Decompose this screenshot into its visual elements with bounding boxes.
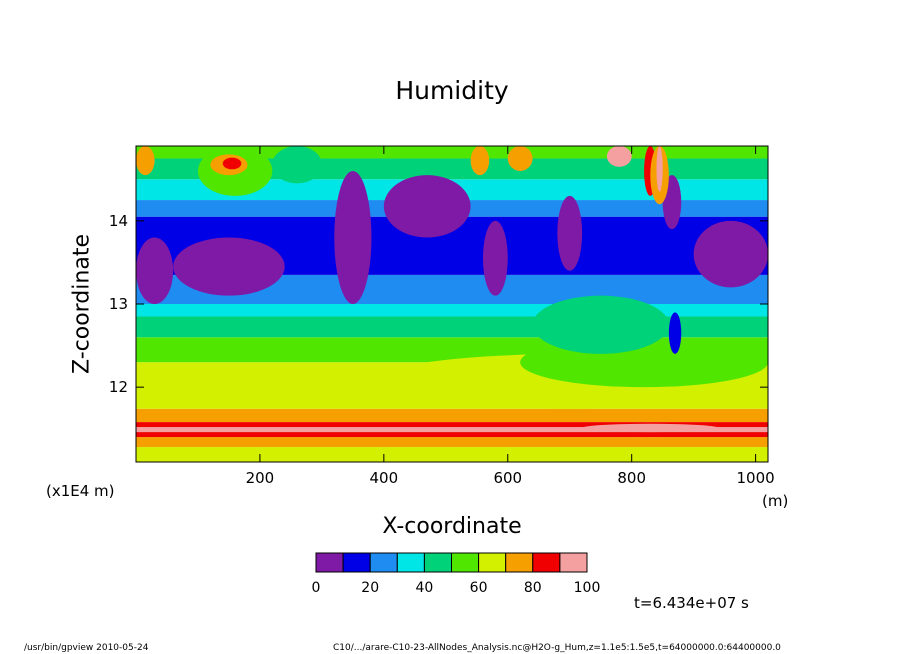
colorbar-tick-label: 60 [470, 580, 488, 596]
y-axis-ticks: 12 13 14 [109, 212, 768, 396]
humidity-region [606, 146, 632, 167]
x-axis-unit: (m) [762, 492, 789, 510]
humidity-band [136, 437, 768, 448]
humidity-region [668, 312, 682, 354]
x-tick-label: 400 [370, 469, 399, 487]
colorbar-swatch [559, 552, 588, 573]
humidity-band [136, 427, 768, 433]
humidity-region [334, 170, 372, 304]
x-tick-label: 600 [493, 469, 522, 487]
humidity-region [470, 146, 490, 176]
colorbar-swatch [532, 552, 561, 573]
y-axis-unit: (x1E4 m) [46, 482, 115, 500]
colorbar-swatch [451, 552, 480, 573]
humidity-region [582, 423, 719, 433]
colorbar-tick-label: 40 [415, 580, 433, 596]
colorbar-swatch [369, 552, 398, 573]
x-tick-label: 1000 [737, 469, 775, 487]
humidity-region [272, 146, 322, 184]
humidity-region [656, 146, 663, 192]
colorbar-tick-label: 0 [312, 580, 321, 596]
humidity-region [507, 146, 533, 171]
time-label: t=6.434e+07 s [634, 594, 749, 612]
humidity-region [136, 237, 174, 304]
humidity-region [222, 157, 242, 170]
colorbar-swatch [342, 552, 371, 573]
y-tick-label: 14 [109, 212, 128, 230]
humidity-region [557, 195, 583, 271]
colorbar-tick-label: 80 [524, 580, 542, 596]
footer-data-source: C10/.../arare-C10-23-AllNodes_Analysis.n… [333, 643, 781, 653]
colorbar-swatch [315, 552, 344, 573]
y-tick-label: 13 [109, 295, 128, 313]
humidity-region [173, 237, 285, 296]
humidity-band [136, 432, 768, 438]
colorbar-tick-label: 100 [574, 580, 601, 596]
y-axis-label: Z-coordinate [69, 234, 95, 374]
x-tick-label: 800 [617, 469, 646, 487]
footer-program-date: /usr/bin/gpview 2010-05-24 [24, 643, 149, 653]
humidity-region [136, 146, 155, 176]
colorbar-swatch [478, 552, 507, 573]
x-tick-label: 200 [246, 469, 275, 487]
colorbar: 0 20 40 60 80 100 [312, 552, 601, 596]
humidity-region [482, 220, 508, 296]
colorbar-swatch [396, 552, 425, 573]
humidity-region [693, 220, 768, 288]
humidity-region [532, 295, 669, 354]
humidity-band [136, 447, 768, 462]
humidity-band [136, 422, 768, 428]
plot-area [136, 146, 768, 462]
colorbar-swatch [423, 552, 452, 573]
humidity-region [383, 175, 471, 238]
humidity-band [136, 408, 768, 423]
chart-title: Humidity [395, 76, 509, 105]
colorbar-tick-label: 20 [361, 580, 379, 596]
x-axis-ticks: 200 400 600 800 1000 [246, 146, 775, 487]
y-tick-label: 12 [109, 378, 128, 396]
x-axis-label: X-coordinate [382, 514, 522, 539]
colorbar-swatch [505, 552, 534, 573]
